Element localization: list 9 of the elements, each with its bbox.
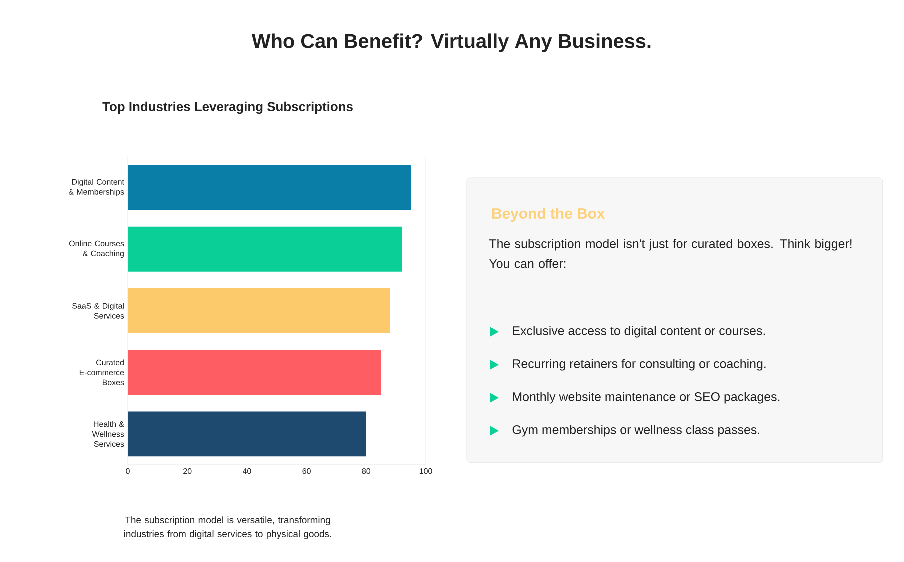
text: Beyond the Box bbox=[492, 208, 606, 222]
text: Exclusive access to digital content or courses. bbox=[513, 326, 766, 338]
chart-subtitle: Top Industries Leveraging Subscriptions bbox=[102, 102, 353, 114]
chart-title: Who Can Benefit? Virtually Any Business. bbox=[252, 34, 651, 52]
text: The subscription model isn't just for curated boxes. Think bigger! You can offer: bbox=[489, 239, 852, 268]
text: Gym memberships or wellness class passes. bbox=[512, 425, 760, 437]
text: Monthly website maintenance or SEO packages. bbox=[513, 392, 780, 404]
text: Recurring retainers for consulting or coaching. bbox=[513, 359, 766, 371]
text: The subscription model is versatile, transforming industries from digital services to physical goods. bbox=[124, 516, 332, 540]
